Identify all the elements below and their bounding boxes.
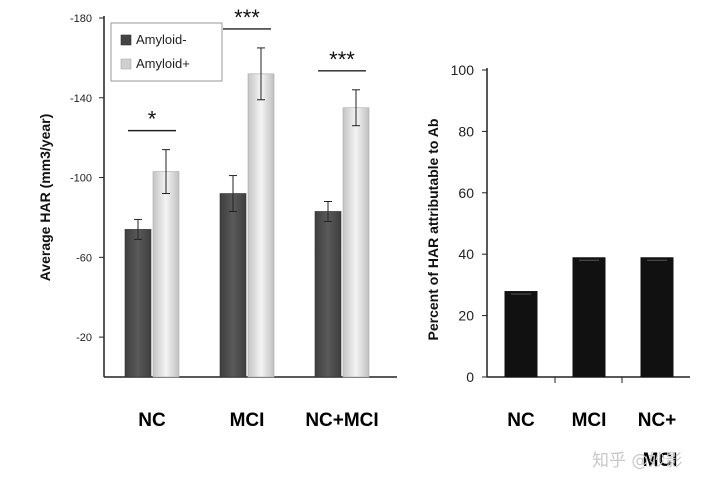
legend-swatch	[120, 58, 132, 70]
percent-har-chart: 0 20 40 60 80 100 Percent of HAR attributable …	[425, 62, 690, 431]
x-category-label: NC+	[638, 410, 677, 431]
significance-stars: ***	[329, 47, 355, 72]
y-tick-label: -60	[76, 252, 92, 264]
legend-box	[110, 22, 223, 82]
y-tick-label: 80	[458, 123, 474, 139]
significance-stars: ***	[234, 5, 260, 30]
x-category-label: NC+MCI	[305, 410, 378, 431]
y-axis-label: Percent of HAR attributable to Ab	[425, 119, 441, 341]
y-tick-label: 20	[458, 308, 474, 324]
significance-stars: *	[148, 107, 157, 132]
y-tick-label: -140	[70, 93, 92, 105]
watermark-overlap-label: MCI	[643, 450, 678, 471]
x-category-label: MCI	[230, 410, 265, 431]
y-tick-label: 60	[458, 185, 474, 201]
bar-nc-percent	[504, 291, 538, 377]
legend-label: Amyloid+	[136, 56, 190, 71]
bar-amyloid-nc	[152, 171, 180, 378]
legend-swatch	[120, 34, 132, 46]
y-tick-label: 40	[458, 246, 474, 262]
har-by-amyloid-chart: -180 -140 -100 -60 -20 Average HAR (mm3/year)…	[37, 5, 397, 431]
y-tick-label: -20	[76, 332, 92, 344]
y-tick-label: -100	[70, 173, 92, 185]
bar-amyloid-mci	[247, 73, 275, 378]
watermark-text: 知乎 @妙影	[592, 451, 682, 471]
legend-label: Amyloid-	[136, 32, 187, 47]
x-category-label: NC	[138, 410, 166, 431]
bar-nc-percent	[640, 257, 674, 377]
x-category-label: MCI	[572, 410, 607, 431]
y-tick-label: -180	[70, 13, 92, 25]
x-category-label: NC	[507, 410, 535, 431]
bar-mci-percent	[572, 257, 606, 377]
bar-amyloid-ncmci	[342, 107, 370, 378]
y-tick-label: 0	[466, 369, 474, 385]
y-tick-label: 100	[451, 62, 475, 78]
bar-amyloid-mci	[219, 193, 247, 378]
bar-amyloid-ncmci	[314, 211, 342, 378]
bar-amyloid-nc	[124, 229, 152, 378]
y-axis-label: Average HAR (mm3/year)	[37, 114, 53, 282]
